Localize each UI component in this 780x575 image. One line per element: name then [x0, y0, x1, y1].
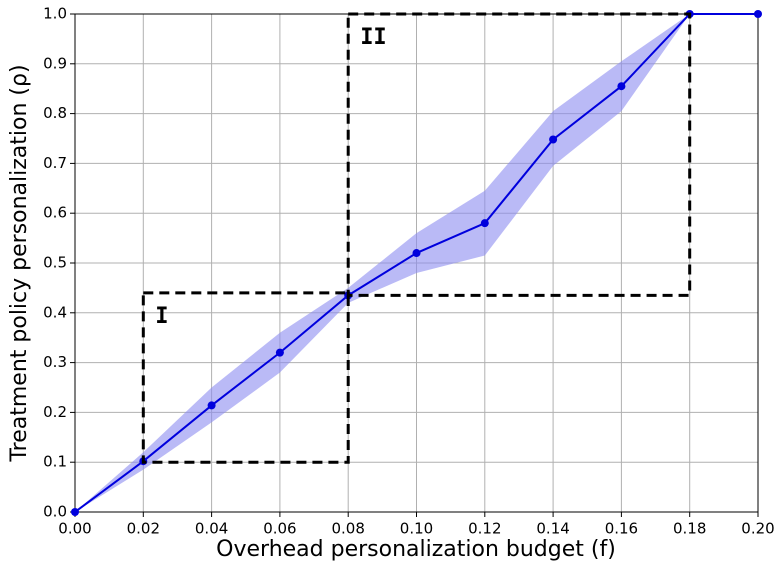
marker [207, 401, 216, 410]
marker [71, 508, 79, 516]
marker [617, 82, 626, 91]
y-tick-label: 0.5 [43, 254, 67, 272]
y-tick-label: 0.3 [43, 353, 67, 371]
y-tick-label: 1.0 [43, 5, 67, 23]
x-tick-label: 0.16 [605, 520, 638, 538]
x-tick-label: 0.08 [331, 520, 364, 538]
marker [549, 135, 558, 144]
region-box [141, 291, 350, 464]
y-tick-label: 0.4 [43, 303, 67, 321]
y-tick-label: 0.2 [43, 403, 67, 421]
marker [275, 348, 284, 357]
y-tick-label: 0.6 [43, 204, 67, 222]
region-box [346, 12, 692, 297]
y-tick-label: 0.0 [43, 503, 67, 521]
y-tick-label: 0.7 [43, 154, 67, 172]
y-tick-label: 0.9 [43, 54, 67, 72]
marker [754, 10, 762, 18]
region-label: I [155, 304, 168, 329]
x-tick-label: 0.12 [468, 520, 501, 538]
x-tick-label: 0.14 [536, 520, 569, 538]
x-tick-label: 0.00 [58, 520, 91, 538]
y-axis-label: Treatment policy personalization (ρ) [7, 64, 32, 462]
x-axis-label: Overhead personalization budget (f) [216, 537, 616, 562]
x-tick-label: 0.06 [263, 520, 296, 538]
marker [480, 219, 489, 228]
y-tick-label: 0.8 [43, 104, 67, 122]
marker [412, 249, 421, 258]
x-tick-label: 0.10 [400, 520, 433, 538]
x-tick-label: 0.20 [741, 520, 774, 538]
region-label: II [360, 25, 387, 50]
x-tick-label: 0.04 [195, 520, 228, 538]
x-tick-label: 0.18 [673, 520, 706, 538]
x-tick-label: 0.02 [127, 520, 160, 538]
y-tick-label: 0.1 [43, 453, 67, 471]
confidence-band [75, 14, 758, 512]
